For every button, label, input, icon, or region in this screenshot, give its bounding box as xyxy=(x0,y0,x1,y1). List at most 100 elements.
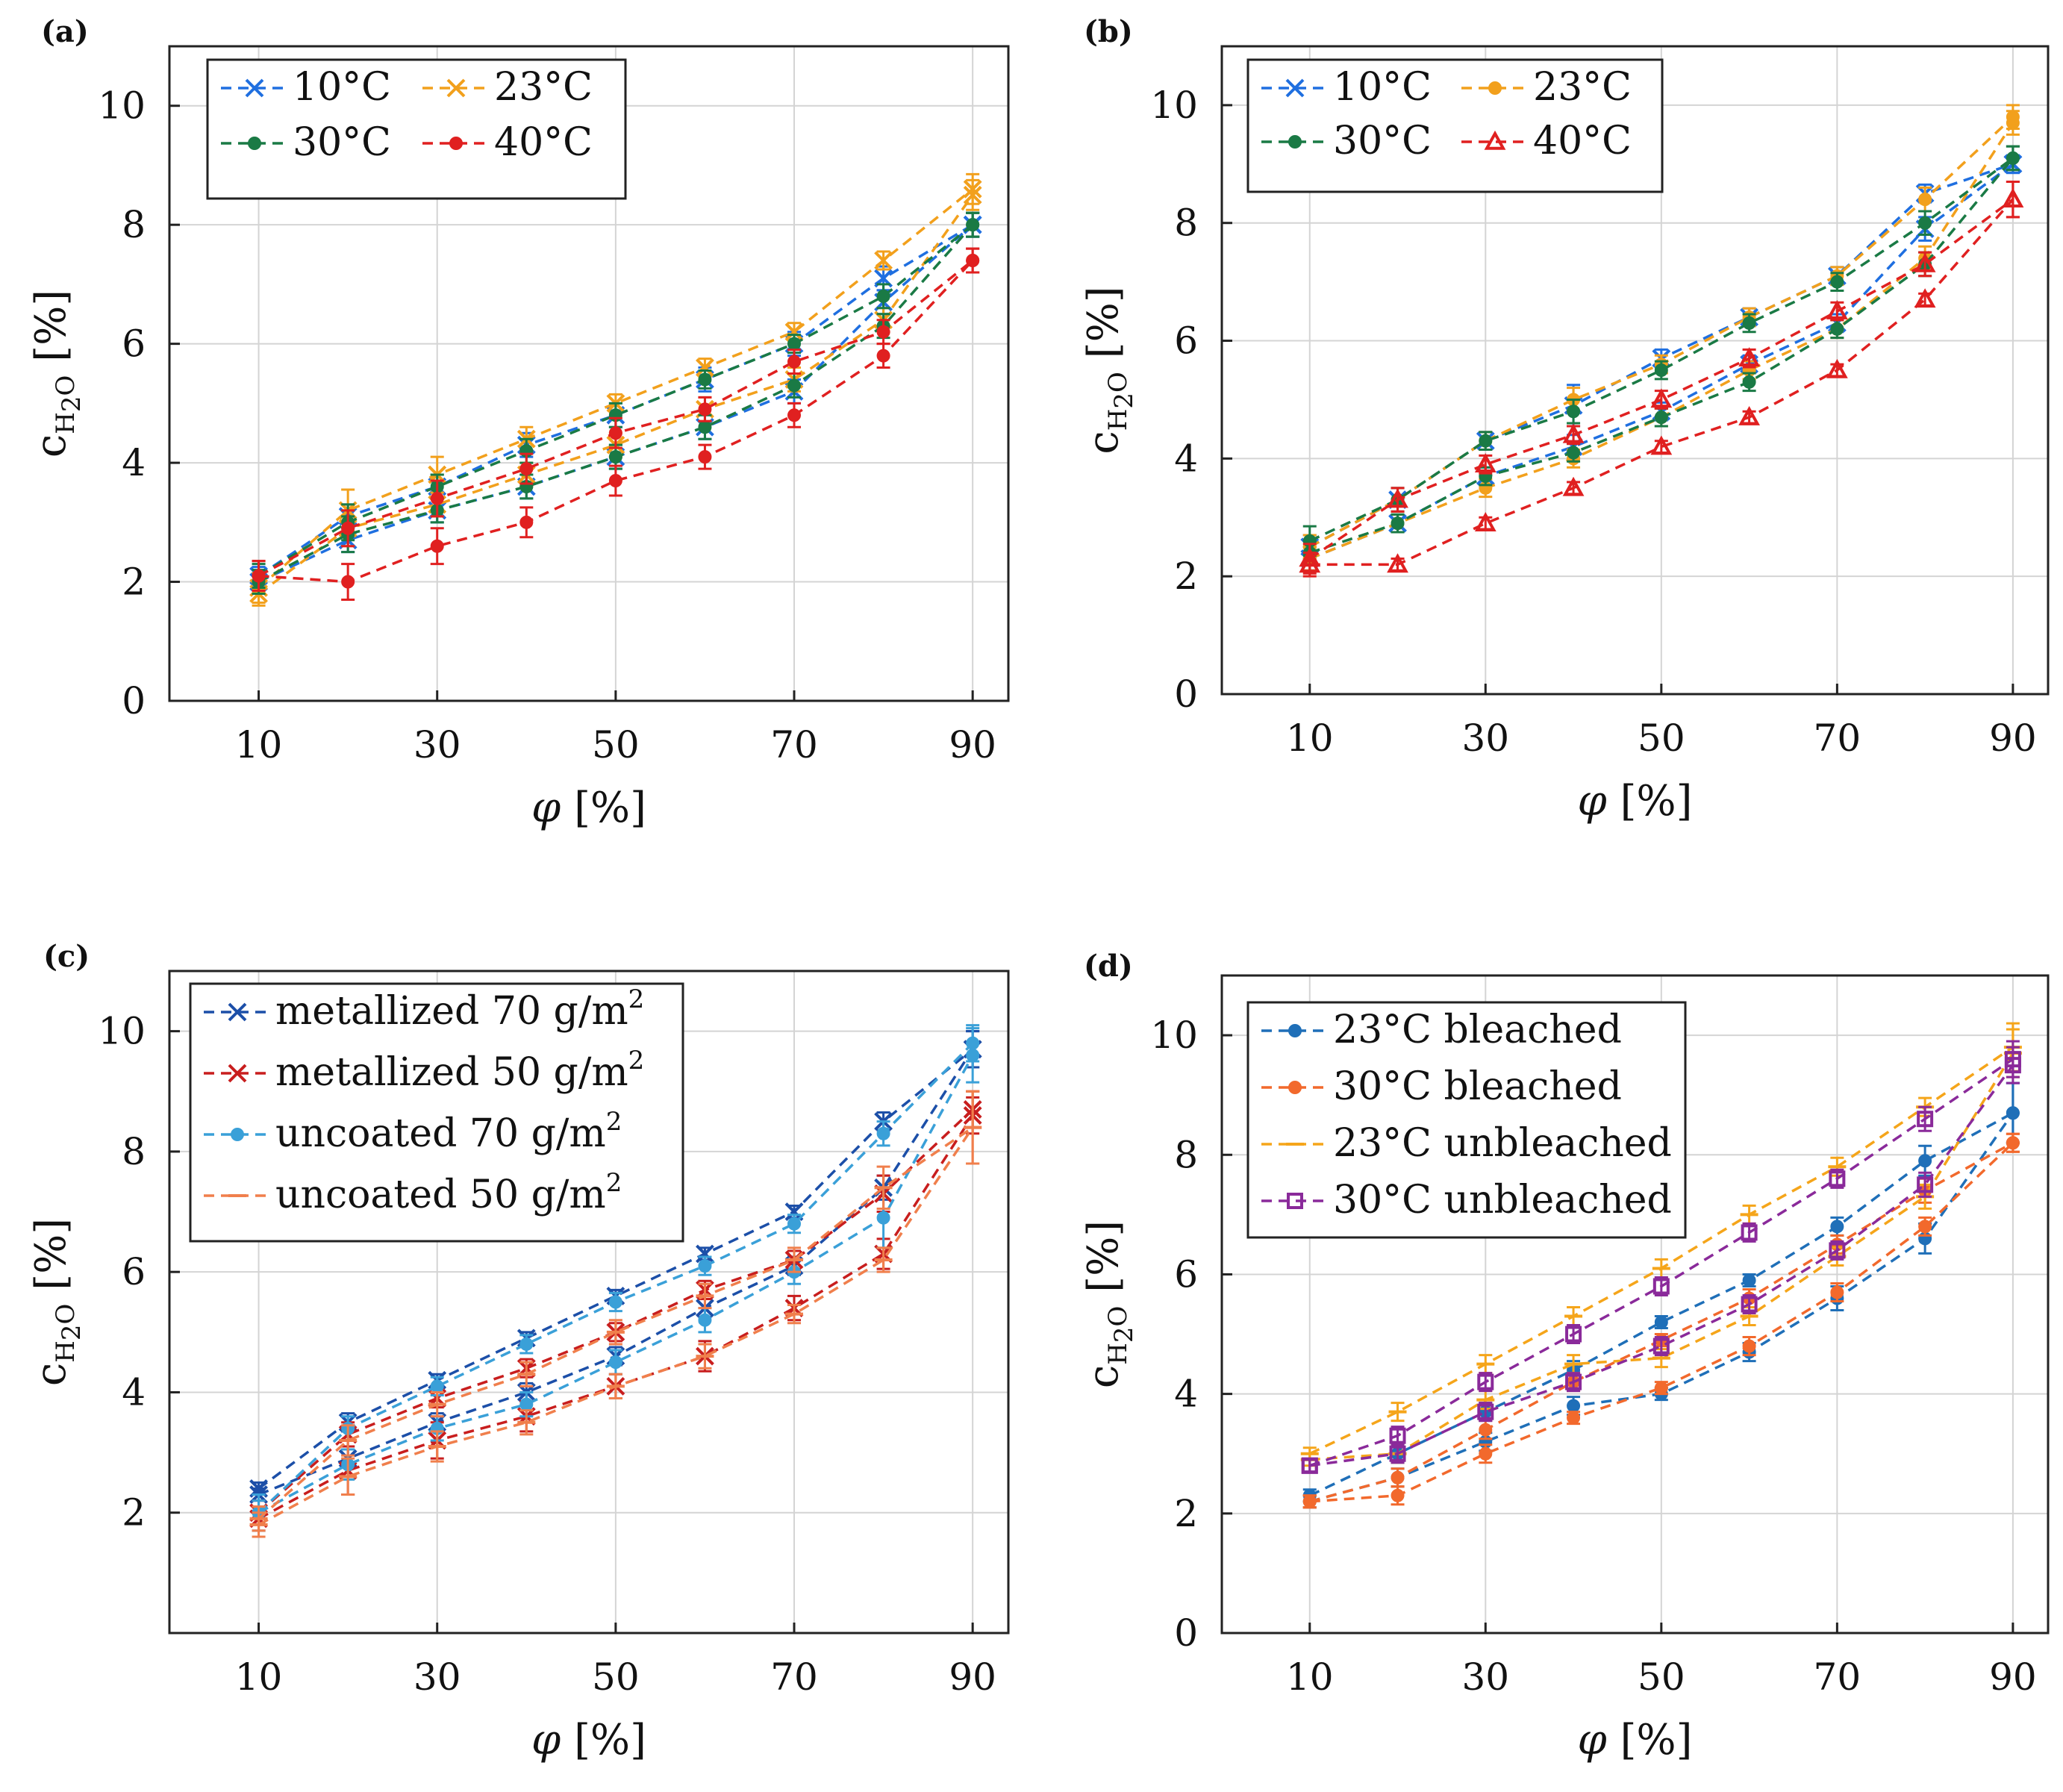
data-point xyxy=(698,1259,712,1273)
legend-label: 30°C xyxy=(1333,119,1432,163)
y-axis-symbol: c xyxy=(27,434,75,458)
data-point xyxy=(966,1048,980,1062)
x-axis-symbol: φ xyxy=(531,784,561,832)
legend-label: 23°C xyxy=(494,65,593,110)
legend-item: 10°C xyxy=(1261,65,1432,110)
data-point xyxy=(1299,553,1321,573)
data-point xyxy=(1477,1403,1494,1420)
data-point xyxy=(963,185,982,205)
data-point xyxy=(1914,252,1936,272)
data-point xyxy=(608,450,622,464)
y-tick-label: 6 xyxy=(122,322,146,366)
legend-label: metallized 50 g/m2 xyxy=(275,1046,644,1095)
x-axis-symbol: φ xyxy=(1578,1716,1607,1764)
legend-marker xyxy=(1484,130,1506,150)
y-axis-unit: [%] xyxy=(1079,1220,1128,1293)
legend-label: uncoated 50 g/m2 xyxy=(275,1168,622,1217)
data-point xyxy=(1917,1176,1934,1193)
x-tick-label: 30 xyxy=(413,1655,461,1699)
y-axis-unit: [%] xyxy=(27,290,75,362)
y-tick-label: 6 xyxy=(1174,1252,1198,1296)
legend-item: 23°C xyxy=(1461,65,1632,110)
y-axis-sub-o: O xyxy=(1103,372,1133,393)
y-tick-label: 8 xyxy=(122,203,146,246)
data-point xyxy=(519,1397,534,1411)
y-tick-label: 4 xyxy=(122,1370,146,1414)
legend-label-text: metallized 50 g/m xyxy=(275,1050,628,1095)
data-point xyxy=(1474,512,1496,531)
y-axis-sub-2: 2 xyxy=(57,1324,87,1340)
legend-marker xyxy=(231,1128,244,1141)
legend-label: 10°C xyxy=(293,65,391,110)
legend-marker xyxy=(228,1002,247,1022)
data-point xyxy=(1918,1154,1932,1168)
data-point xyxy=(1387,553,1408,573)
data-point xyxy=(876,289,890,303)
legend-item: uncoated 50 g/m2 xyxy=(204,1168,622,1217)
x-tick-label: 10 xyxy=(1286,1655,1334,1699)
series-line xyxy=(258,187,974,589)
data-point xyxy=(1387,488,1408,508)
x-tick-label: 10 xyxy=(1286,717,1334,760)
series-line xyxy=(1309,157,2014,543)
data-point xyxy=(1301,1457,1318,1474)
x-tick-label: 70 xyxy=(1814,1655,1861,1699)
x-tick-label: 50 xyxy=(592,723,640,767)
y-axis-label: cH2O [%] xyxy=(1079,1220,1139,1388)
legend-label-text: 30°C xyxy=(1333,119,1432,163)
data-point xyxy=(1479,1423,1493,1437)
x-tick-label: 70 xyxy=(770,1655,818,1699)
data-point xyxy=(1918,216,1932,230)
legend-item: 30°C xyxy=(1261,119,1432,163)
y-axis-sub-o: O xyxy=(51,375,81,396)
data-point xyxy=(2006,116,2020,130)
y-axis-symbol: c xyxy=(1079,431,1128,454)
x-tick-label: 90 xyxy=(1989,717,2037,760)
data-point xyxy=(1391,516,1405,531)
y-tick-label: 0 xyxy=(1174,1611,1198,1655)
x-axis-label: φ [%] xyxy=(531,1716,646,1764)
data-point xyxy=(787,1217,802,1231)
legend-label: 10°C xyxy=(1333,65,1432,110)
legend-label-text: metallized 70 g/m xyxy=(275,989,628,1034)
legend-label-text: 23°C unbleached xyxy=(1333,1121,1672,1166)
panel-label: (a) xyxy=(41,14,89,49)
plot-frame xyxy=(1220,974,2050,1635)
x-tick-label: 50 xyxy=(1638,1655,1685,1699)
legend-marker xyxy=(1288,1024,1302,1037)
data-point xyxy=(1567,1399,1581,1413)
x-tick-label: 50 xyxy=(592,1655,640,1699)
series-line xyxy=(258,1126,974,1520)
data-point xyxy=(1652,1278,1670,1295)
y-tick-label: 8 xyxy=(1174,1133,1198,1176)
x-axis-unit: [%] xyxy=(574,1716,646,1764)
y-axis-unit: [%] xyxy=(1079,286,1128,358)
x-tick-label: 10 xyxy=(235,723,283,767)
data-point xyxy=(1826,358,1848,378)
error-bar xyxy=(2006,180,2020,219)
legend-item: 30°C bleached xyxy=(1261,1064,1622,1109)
data-point xyxy=(876,325,890,339)
y-axis-sub-h: H xyxy=(51,1340,81,1363)
y-tick-label: 2 xyxy=(1174,555,1198,598)
data-point xyxy=(1742,1273,1756,1287)
y-axis-sub-2: 2 xyxy=(1109,393,1139,409)
data-point xyxy=(430,539,444,553)
data-point xyxy=(1654,363,1668,377)
legend-label-text: 30°C xyxy=(293,120,391,165)
legend-marker xyxy=(248,137,261,150)
y-tick-label: 6 xyxy=(122,1250,146,1293)
series-3 xyxy=(1299,180,2024,578)
x-axis-unit: [%] xyxy=(1620,1716,1693,1764)
panel-label: (b) xyxy=(1084,14,1133,49)
data-point xyxy=(1565,1326,1582,1343)
legend-label-text: 23°C xyxy=(494,65,593,110)
data-point xyxy=(787,337,802,351)
data-point xyxy=(519,1337,534,1351)
data-point xyxy=(1830,322,1844,336)
panel-label: (c) xyxy=(43,939,90,974)
x-tick-label: 30 xyxy=(1461,717,1509,760)
